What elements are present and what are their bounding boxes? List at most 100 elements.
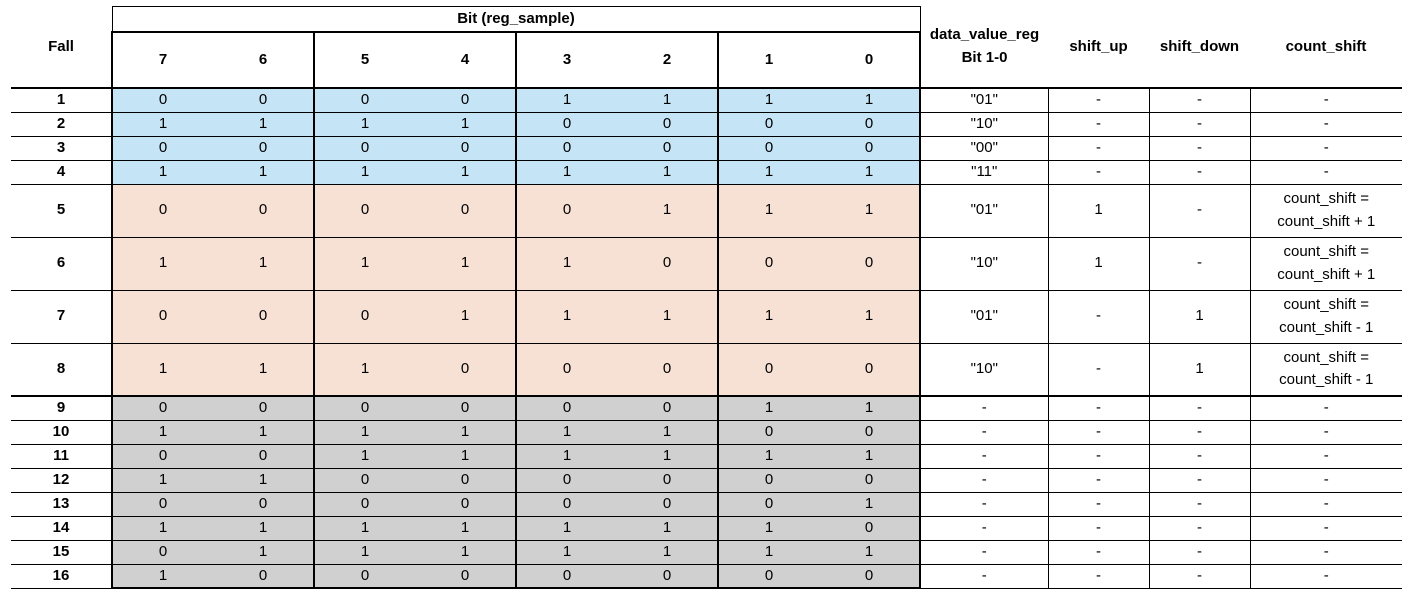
bit-cell: 0 (111, 492, 213, 517)
count-shift-line2: count_shift - 1 (1279, 371, 1374, 389)
bit-cell: 1 (718, 516, 819, 541)
bit-cell: 0 (314, 492, 415, 517)
bit-cell: 1 (617, 540, 719, 565)
shift-up-cell: - (1048, 88, 1150, 113)
bit-cell: 0 (314, 468, 415, 493)
table-row: 14 1 1 1 1 1 1 1 0- - - - (11, 516, 1402, 541)
bit-cell: 0 (516, 184, 617, 238)
data-value-reg-cell: "11" (920, 160, 1049, 185)
bit-cell: 1 (111, 343, 213, 397)
data-value-reg-cell: "01" (920, 290, 1049, 344)
count-shift-line1: - (1323, 162, 1329, 180)
bit-cell: 0 (314, 395, 415, 421)
bit-cell: 1 (415, 160, 517, 185)
bit-cell: 0 (819, 136, 921, 161)
bit-cell: 1 (111, 237, 213, 291)
data-value-reg-cell: - (920, 395, 1049, 421)
table-body: 1 0 0 0 0 1 1 1 1 "01" - - -2 1 1 1 1 0 0 0 0 "10" - - -3 0 0 0 0 0 0 0… (11, 88, 1402, 589)
data-value-reg-cell: - (920, 564, 1049, 589)
shift-down-cell: - (1149, 444, 1251, 469)
bit-cell: 1 (314, 112, 415, 137)
count-shift-line1: - (1323, 470, 1329, 488)
count-shift-cell: - (1250, 160, 1402, 185)
bit-cell: 0 (718, 136, 819, 161)
bit-cell: 1 (415, 516, 517, 541)
bit-cell: 0 (819, 516, 921, 541)
fall-cell: 15 (11, 540, 112, 565)
count-shift-cell: - (1250, 395, 1402, 421)
bit-cell: 1 (516, 420, 617, 445)
bit-cell: 1 (213, 112, 315, 137)
bit-cell: 1 (718, 290, 819, 344)
data-value-reg-cell: "10" (920, 237, 1049, 291)
count-shift-cell: - (1250, 516, 1402, 541)
data-value-reg-cell: "01" (920, 88, 1049, 113)
bit-cell: 0 (819, 564, 921, 589)
bit-cell: 0 (617, 468, 719, 493)
count-shift-cell: count_shift = count_shift + 1 (1250, 237, 1402, 291)
bit-cell: 0 (617, 564, 719, 589)
table-row: 5 0 0 0 0 0 1 1 1 "01" 1- count_shift = count_shift … (11, 184, 1402, 238)
bit-cell: 0 (111, 184, 213, 238)
count-shift-line1: - (1323, 446, 1329, 464)
bit-cell: 0 (415, 395, 517, 421)
data-value-reg-cell: - (920, 468, 1049, 493)
count-shift-cell: count_shift = count_shift - 1 (1250, 290, 1402, 344)
bit-cell: 0 (516, 468, 617, 493)
bit-cell: 1 (819, 160, 921, 185)
bit-cell: 1 (213, 540, 315, 565)
bit-cell: 1 (819, 444, 921, 469)
bit-cell: 1 (617, 88, 719, 113)
bit-4-header: 4 (415, 31, 517, 89)
table-row: 1 0 0 0 0 1 1 1 1 "01" - - - (11, 88, 1402, 113)
bit-cell: 0 (617, 395, 719, 421)
bit-7-header: 7 (111, 31, 213, 89)
count-shift-cell: count_shift = count_shift + 1 (1250, 184, 1402, 238)
bit-cell: 0 (415, 468, 517, 493)
table-row: 2 1 1 1 1 0 0 0 0 "10" - - - (11, 112, 1402, 137)
bit-cell: 1 (415, 444, 517, 469)
shift-down-cell: - (1149, 564, 1251, 589)
fall-header: Fall (11, 6, 112, 89)
bit-cell: 0 (111, 136, 213, 161)
shift-up-cell: - (1048, 112, 1150, 137)
bit-1-header: 1 (718, 31, 819, 89)
bit-cell: 1 (213, 516, 315, 541)
fall-cell: 2 (11, 112, 112, 137)
fall-cell: 1 (11, 88, 112, 113)
shift-down-cell: - (1149, 112, 1251, 137)
data-value-reg-cell: "01" (920, 184, 1049, 238)
table-row: 6 1 1 1 1 1 0 0 0 "10" 1- count_shift = count_shift … (11, 237, 1402, 291)
count-shift-cell: - (1250, 88, 1402, 113)
fall-cell: 9 (11, 395, 112, 421)
bit-cell: 0 (213, 444, 315, 469)
data-value-reg-header: data_value_reg Bit 1-0 (920, 6, 1048, 89)
shift-down-cell: - (1149, 136, 1251, 161)
bit-group-header: Bit (reg_sample) (111, 6, 921, 33)
shift-up-cell: 1 (1048, 237, 1150, 291)
bit-cell: 0 (819, 420, 921, 445)
count-shift-cell: - (1250, 468, 1402, 493)
bit-3-header: 3 (516, 31, 617, 89)
bit-cell: 0 (213, 88, 315, 113)
bit-cell: 1 (516, 540, 617, 565)
bit-cell: 1 (617, 420, 719, 445)
data-value-reg-cell: - (920, 444, 1049, 469)
count-shift-cell: - (1250, 136, 1402, 161)
bit-cell: 1 (819, 395, 921, 421)
count-shift-line1: count_shift = (1283, 190, 1369, 207)
table-row: 11 0 0 1 1 1 1 1 1- - - - (11, 444, 1402, 469)
shift-up-cell: - (1048, 468, 1150, 493)
shift-down-cell: - (1149, 540, 1251, 565)
bit-cell: 0 (111, 290, 213, 344)
bit-cell: 0 (415, 88, 517, 113)
bit-cell: 0 (213, 492, 315, 517)
table-row: 8 1 1 1 0 0 0 0 0 "10" -1 count_shift = count_shift … (11, 343, 1402, 397)
bit-cell: 0 (111, 88, 213, 113)
shift-down-cell: - (1149, 516, 1251, 541)
count-shift-line1: - (1323, 399, 1329, 416)
bit-cell: 1 (516, 237, 617, 291)
bit-cell: 0 (111, 444, 213, 469)
bit-cell: 0 (516, 112, 617, 137)
